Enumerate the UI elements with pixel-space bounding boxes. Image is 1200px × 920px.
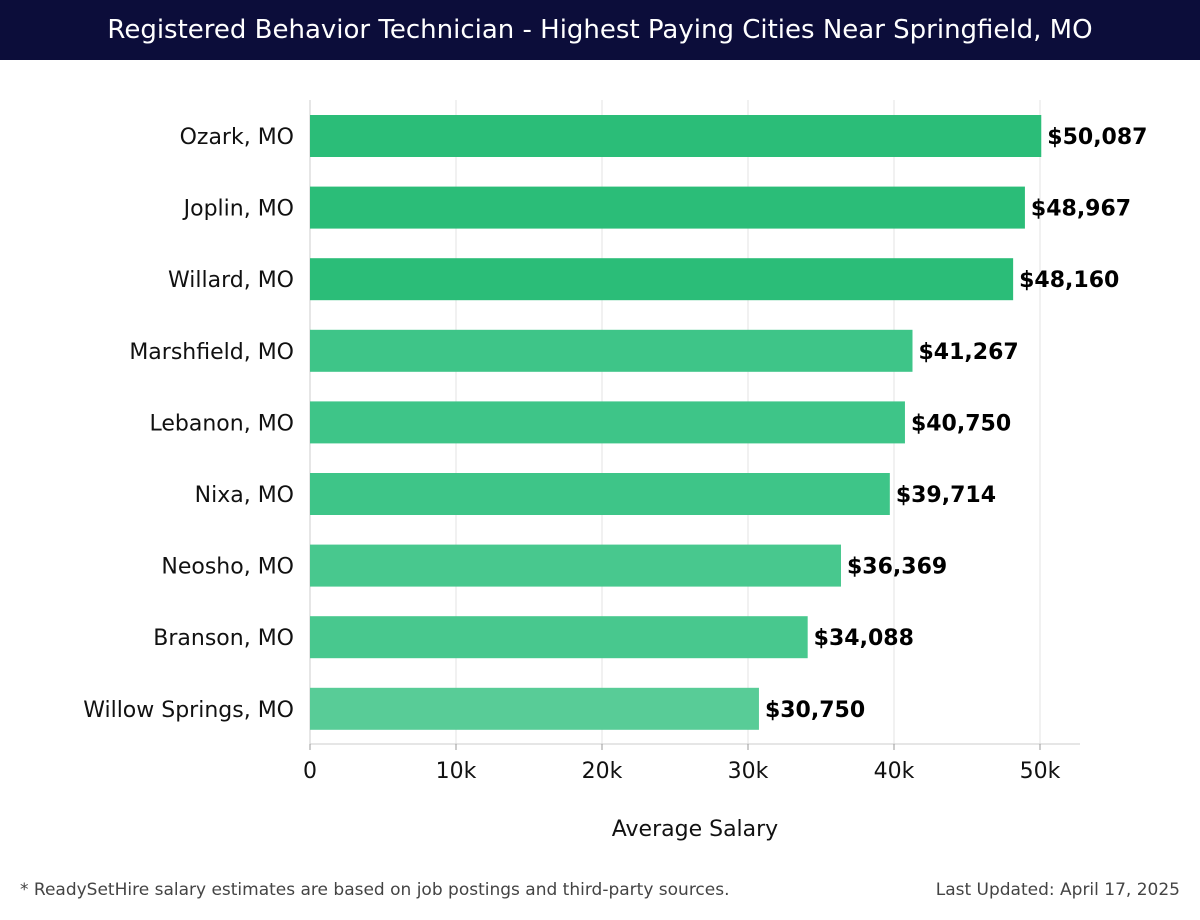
x-tick-label: 0 bbox=[303, 759, 317, 784]
category-label: Willard, MO bbox=[168, 268, 294, 293]
bar bbox=[310, 186, 1025, 229]
category-label: Joplin, MO bbox=[182, 197, 294, 222]
bars bbox=[310, 115, 1042, 730]
value-label: $50,087 bbox=[1047, 125, 1147, 150]
bar-chart: 0 10k 20k 30k 40k 50k Ozark, MO $50,087 Joplin,… bbox=[83, 100, 1147, 842]
labels: Ozark, MO $50,087 Joplin, MO $48,967 Willard… bbox=[83, 125, 1147, 723]
value-label: $39,714 bbox=[896, 483, 996, 508]
chart-title: Registered Behavior Technician - Highest… bbox=[0, 0, 1200, 60]
category-label: Ozark, MO bbox=[180, 125, 294, 150]
axes: 0 10k 20k 30k 40k 50k bbox=[303, 100, 1080, 784]
x-tick-label: 10k bbox=[436, 759, 477, 784]
footer-note: * ReadySetHire salary estimates are base… bbox=[20, 880, 730, 900]
footer-last-updated: Last Updated: April 17, 2025 bbox=[935, 880, 1180, 900]
category-label: Nixa, MO bbox=[195, 483, 294, 508]
bar bbox=[310, 544, 841, 587]
bar bbox=[310, 616, 808, 659]
x-tick-label: 50k bbox=[1020, 759, 1061, 784]
value-label: $34,088 bbox=[814, 626, 914, 651]
bar bbox=[310, 473, 890, 515]
category-label: Willow Springs, MO bbox=[83, 698, 294, 723]
bar bbox=[310, 401, 905, 444]
value-label: $36,369 bbox=[847, 555, 947, 580]
category-label: Lebanon, MO bbox=[150, 411, 294, 436]
value-label: $30,750 bbox=[765, 698, 865, 723]
bar bbox=[310, 329, 913, 372]
x-tick-label: 20k bbox=[582, 759, 623, 784]
category-label: Branson, MO bbox=[153, 626, 294, 651]
x-tick-label: 40k bbox=[874, 759, 915, 784]
bar bbox=[310, 115, 1042, 157]
category-label: Neosho, MO bbox=[161, 555, 294, 580]
bar bbox=[310, 258, 1014, 301]
value-label: $48,160 bbox=[1019, 268, 1119, 293]
x-axis-title: Average Salary bbox=[612, 817, 778, 842]
value-label: $48,967 bbox=[1031, 197, 1131, 222]
value-label: $40,750 bbox=[911, 411, 1011, 436]
value-label: $41,267 bbox=[918, 340, 1018, 365]
bar bbox=[310, 687, 759, 730]
x-tick-label: 30k bbox=[728, 759, 769, 784]
category-label: Marshfield, MO bbox=[129, 340, 294, 365]
